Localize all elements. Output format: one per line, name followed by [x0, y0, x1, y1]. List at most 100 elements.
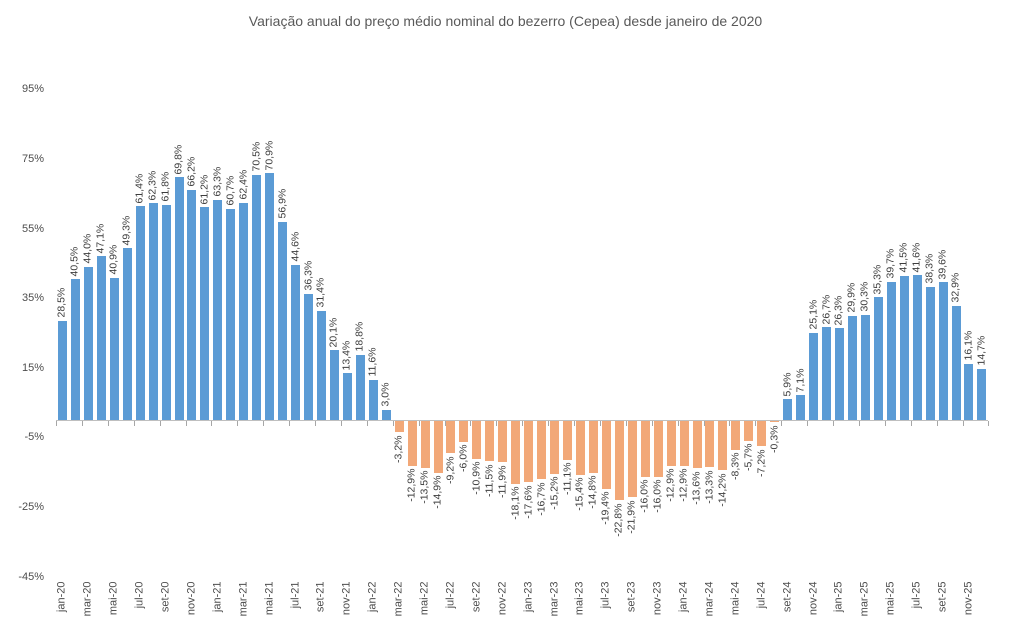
x-axis-tick-label: jan-22 — [366, 581, 379, 612]
bar-value-label: 3,0% — [379, 382, 392, 407]
bar — [938, 282, 948, 420]
bar — [485, 421, 495, 462]
bar-value-label: -16,7% — [535, 482, 548, 516]
bar-value-label: -15,2% — [548, 476, 561, 511]
bar — [640, 421, 650, 477]
bar-value-label: -6,0% — [457, 444, 470, 473]
bar-value-label: 63,3% — [211, 166, 224, 197]
bar — [278, 221, 288, 420]
bar-value-label: 47,1% — [94, 223, 107, 254]
bar — [718, 421, 728, 471]
bar — [368, 379, 378, 420]
bar — [407, 421, 417, 466]
bar-value-label: 61,8% — [159, 172, 172, 202]
axis-tick — [289, 421, 291, 426]
bar-value-label: 41,5% — [897, 242, 910, 273]
axis-tick — [910, 421, 912, 426]
bar-value-label: -19,4% — [599, 491, 612, 525]
bar — [601, 421, 611, 489]
bar-value-label: -15,4% — [573, 477, 586, 511]
bar — [964, 363, 974, 420]
bar — [174, 177, 184, 420]
x-axis-tick-label: mar-23 — [548, 581, 561, 616]
bar-value-label: 35,3% — [871, 264, 884, 295]
bar-value-label: 40,9% — [107, 244, 120, 275]
axis-tick — [548, 421, 550, 426]
bar — [873, 297, 883, 420]
bar — [834, 328, 844, 420]
bar — [886, 281, 896, 420]
bar — [381, 409, 391, 420]
axis-tick — [729, 421, 731, 426]
x-axis-tick-label: mai-25 — [884, 581, 897, 615]
bar-value-label: 16,1% — [962, 331, 975, 361]
bar — [822, 327, 832, 420]
bar — [161, 204, 171, 420]
bar — [342, 373, 352, 420]
bar — [511, 421, 521, 484]
bar — [135, 206, 145, 420]
x-axis-tick-label: jul-20 — [133, 581, 146, 608]
bar — [187, 189, 197, 420]
bar — [692, 421, 702, 469]
bar — [148, 203, 158, 420]
axis-tick — [211, 421, 213, 426]
bar-value-label: 25,1% — [807, 299, 820, 330]
bar-value-label: 31,4% — [314, 277, 327, 308]
bar-value-label: 62,3% — [146, 170, 159, 201]
axis-tick — [962, 421, 964, 426]
bar — [563, 421, 573, 460]
bar — [316, 310, 326, 420]
axis-tick — [496, 421, 498, 426]
x-axis-tick-label: set-22 — [470, 581, 483, 612]
axis-tick — [884, 421, 886, 426]
bar-value-label: -10,9% — [470, 461, 483, 496]
axis-tick — [574, 421, 575, 426]
y-axis-label: -5% — [24, 431, 44, 444]
x-axis-tick-label: jul-24 — [755, 581, 768, 608]
x-axis-tick-label: jul-23 — [599, 581, 612, 608]
bar — [809, 332, 819, 420]
bar — [860, 314, 870, 420]
bar-value-label: 61,2% — [198, 174, 211, 205]
y-axis-label: 15% — [21, 361, 44, 374]
x-axis-tick-label: jul-21 — [289, 581, 302, 608]
bar-value-label: 41,6% — [910, 242, 923, 273]
axis-tick — [366, 421, 368, 426]
x-axis-tick-label: jan-20 — [55, 581, 68, 612]
x-axis-tick-label: nov-21 — [340, 581, 353, 615]
bar — [57, 320, 67, 420]
bar — [213, 199, 223, 420]
axis-tick — [522, 421, 524, 426]
bar — [304, 293, 314, 420]
bar — [770, 421, 780, 423]
bar-value-label: 20,1% — [327, 317, 340, 348]
bar-value-label: -12,9% — [677, 468, 690, 503]
bar — [899, 275, 909, 420]
bar — [783, 399, 793, 420]
bar-value-label: -11,1% — [561, 462, 574, 496]
bar-value-label: -16,0% — [638, 479, 651, 513]
bar-value-label: 18,8% — [353, 321, 366, 352]
x-axis-tick-label: mai-24 — [729, 581, 742, 615]
bar-value-label: 44,6% — [289, 232, 302, 262]
x-axis-tick-label: jul-22 — [444, 581, 457, 608]
x-axis-tick-label: set-23 — [625, 581, 638, 612]
axis-tick — [237, 421, 239, 426]
axis-tick — [81, 421, 83, 426]
axis-tick — [936, 421, 938, 426]
x-axis-tick-label: mai-21 — [263, 581, 276, 615]
bar-value-label: 66,2% — [185, 156, 198, 187]
bar-value-label: 5,9% — [781, 372, 794, 397]
bar-value-label: -13,6% — [690, 471, 703, 505]
axis-tick — [263, 421, 265, 426]
x-axis-tick-label: mai-23 — [573, 581, 586, 615]
bar-value-label: 36,3% — [302, 260, 315, 291]
axis-tick — [703, 421, 705, 426]
axis-tick — [444, 421, 446, 426]
bar-value-label: 70,9% — [263, 140, 276, 171]
x-axis-tick-label: nov-24 — [807, 581, 820, 615]
bar-value-label: -13,3% — [703, 470, 716, 504]
bar — [200, 207, 210, 420]
